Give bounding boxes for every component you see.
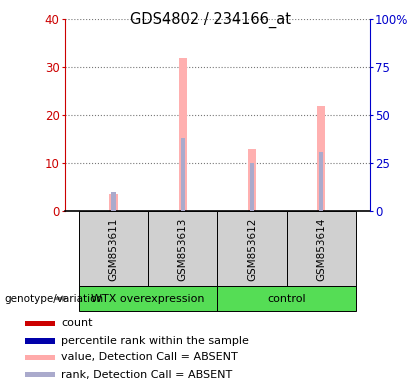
- Bar: [178, 58, 187, 211]
- Bar: [25, 354, 55, 360]
- Bar: [319, 152, 323, 211]
- Text: control: control: [267, 293, 306, 304]
- Bar: [181, 138, 185, 211]
- Text: value, Detection Call = ABSENT: value, Detection Call = ABSENT: [61, 353, 238, 362]
- Text: GSM853613: GSM853613: [178, 217, 188, 281]
- Bar: [112, 204, 115, 211]
- Bar: [111, 192, 116, 211]
- FancyBboxPatch shape: [218, 286, 356, 311]
- Text: genotype/variation: genotype/variation: [4, 293, 103, 304]
- FancyBboxPatch shape: [79, 286, 218, 311]
- Bar: [109, 194, 118, 211]
- Bar: [250, 163, 254, 211]
- Bar: [248, 149, 256, 211]
- Text: percentile rank within the sample: percentile rank within the sample: [61, 336, 249, 346]
- FancyBboxPatch shape: [286, 211, 356, 286]
- Text: GSM853611: GSM853611: [108, 217, 118, 281]
- Text: GSM853614: GSM853614: [316, 217, 326, 281]
- Bar: [317, 106, 326, 211]
- FancyBboxPatch shape: [148, 211, 218, 286]
- FancyBboxPatch shape: [218, 211, 286, 286]
- Text: count: count: [61, 318, 92, 328]
- Bar: [25, 338, 55, 344]
- Text: WTX overexpression: WTX overexpression: [92, 293, 205, 304]
- Bar: [25, 321, 55, 326]
- Text: rank, Detection Call = ABSENT: rank, Detection Call = ABSENT: [61, 370, 232, 380]
- Text: GSM853612: GSM853612: [247, 217, 257, 281]
- FancyBboxPatch shape: [79, 211, 148, 286]
- Bar: [25, 372, 55, 377]
- Text: GDS4802 / 234166_at: GDS4802 / 234166_at: [129, 12, 291, 28]
